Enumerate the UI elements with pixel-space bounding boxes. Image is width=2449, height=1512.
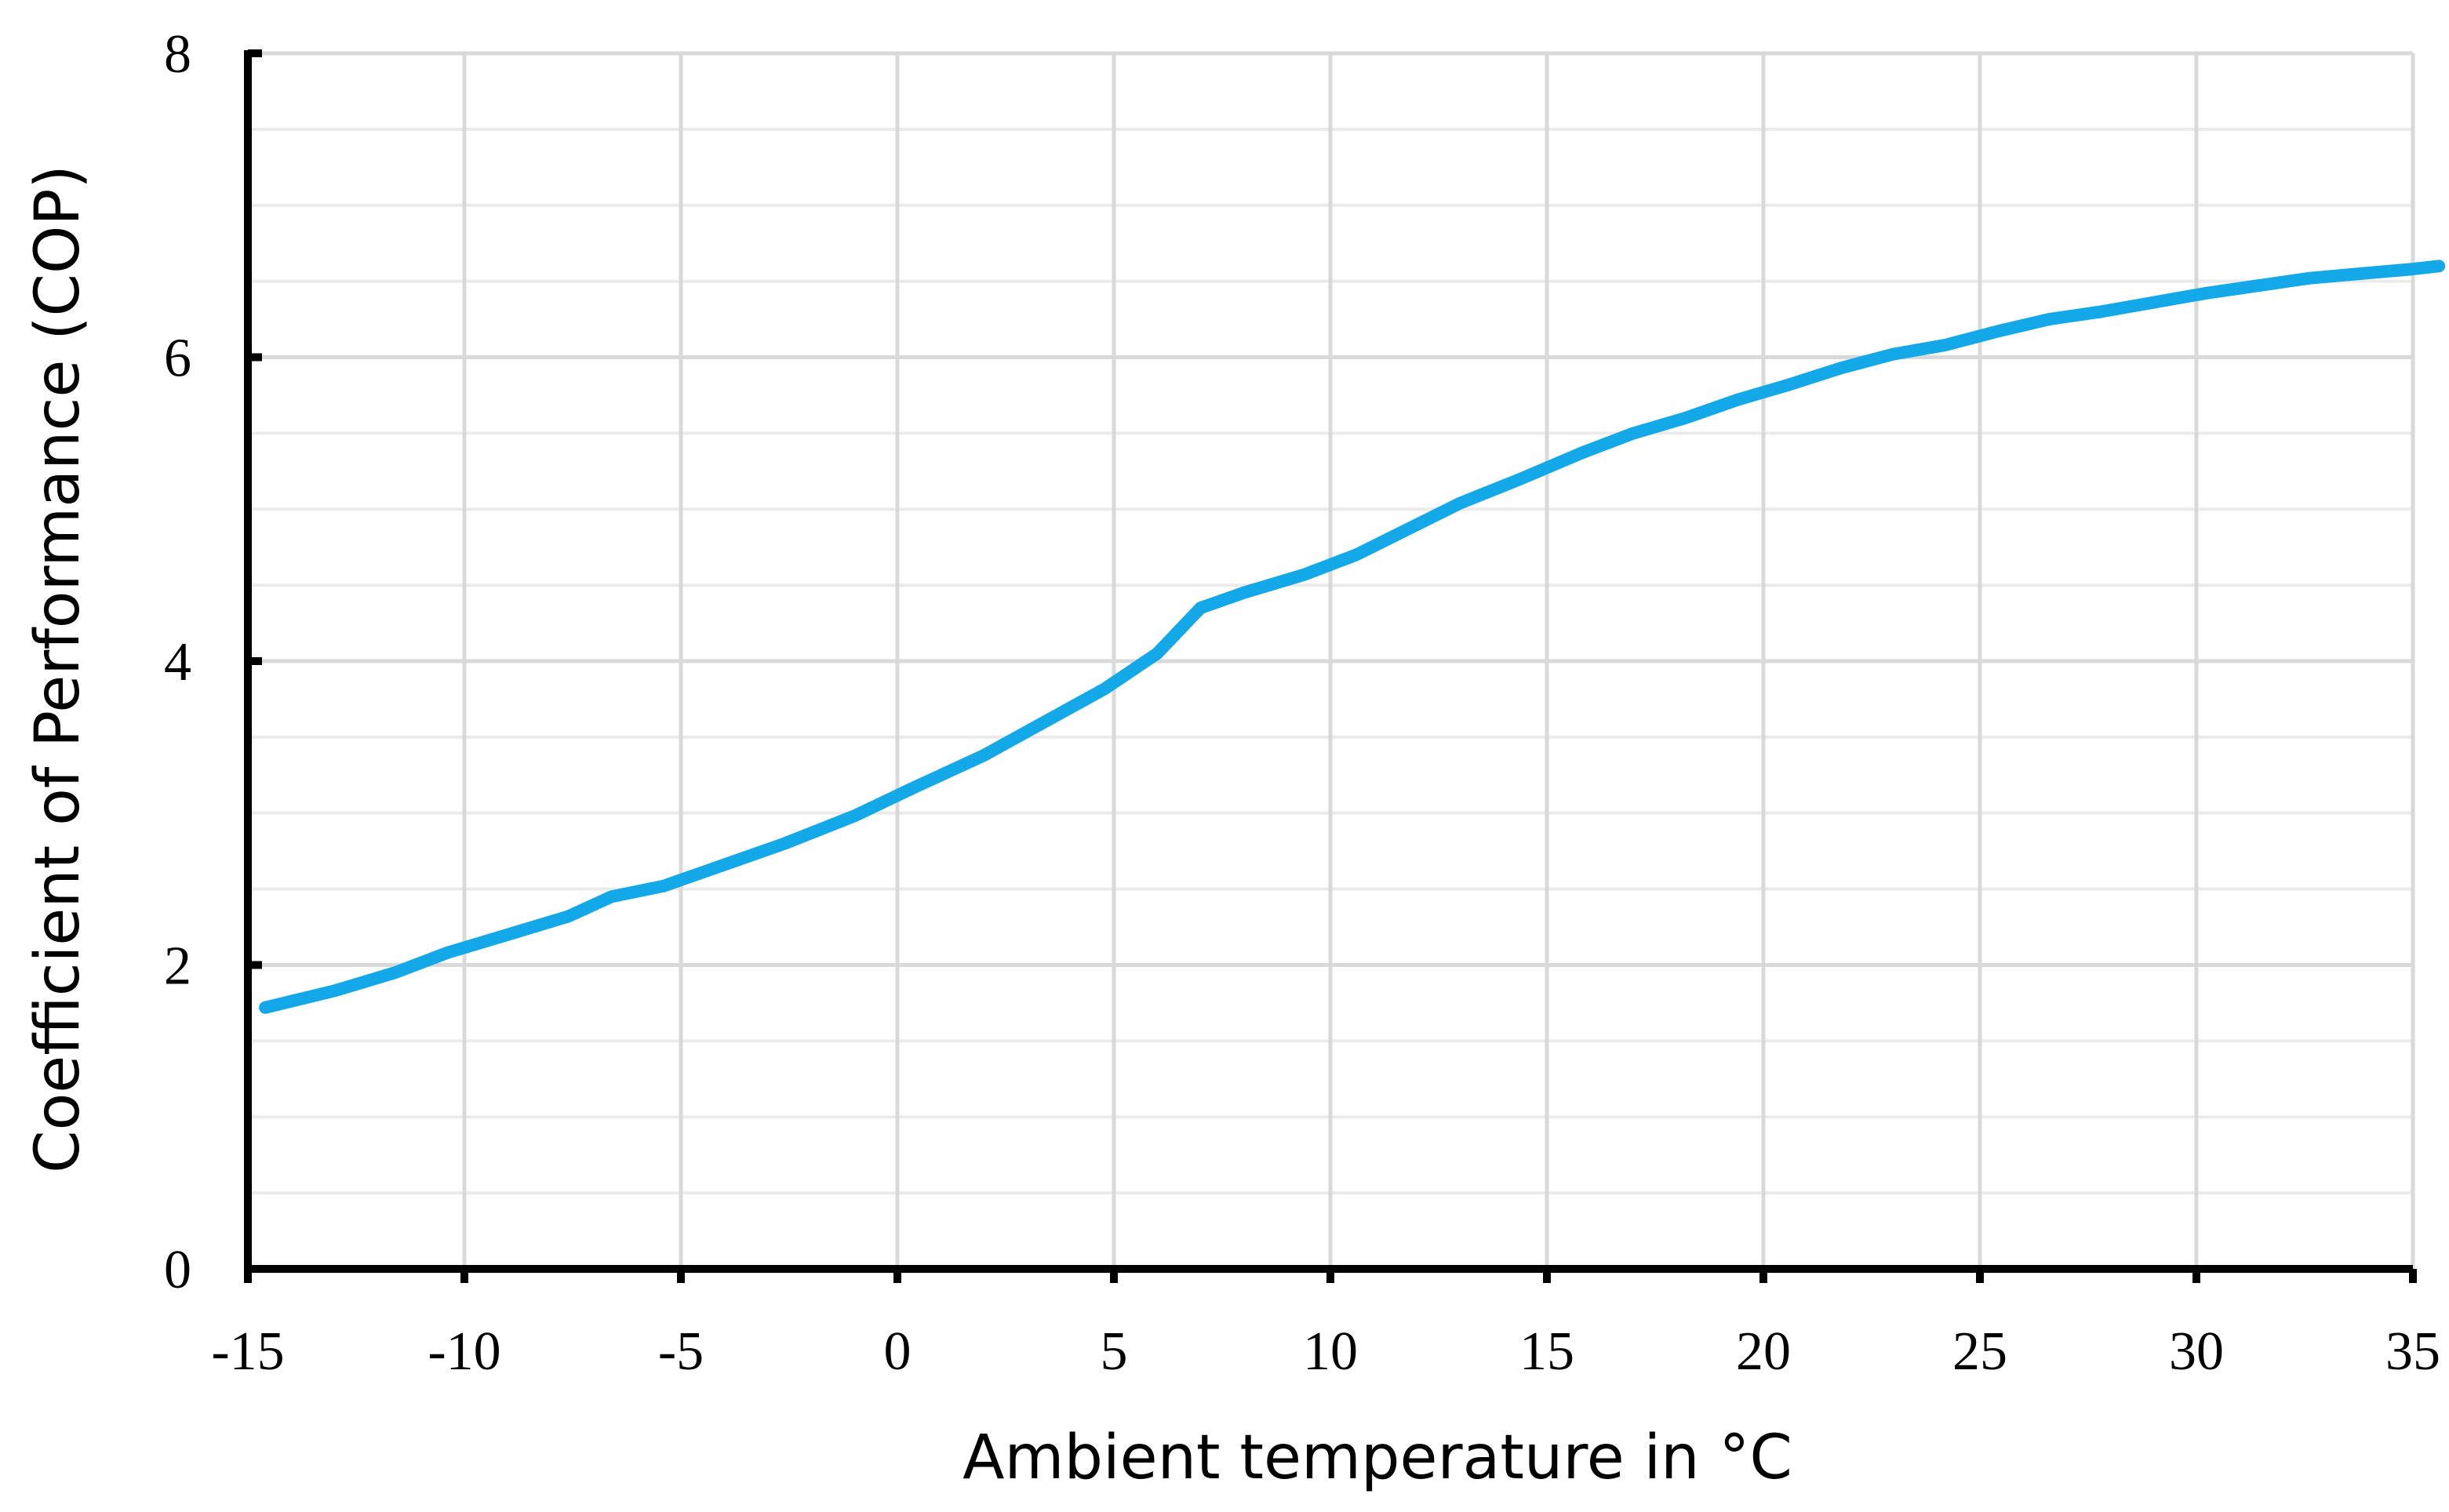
x-tick-label: 5 [1101, 1321, 1128, 1382]
y-tick-label: 8 [164, 24, 191, 85]
y-tick-label: 2 [164, 936, 191, 997]
x-tick-label: 15 [1519, 1321, 1574, 1382]
y-tick-label: 4 [164, 632, 191, 692]
x-tick-label: 25 [1952, 1321, 2007, 1382]
x-tick-label: 10 [1303, 1321, 1358, 1382]
x-tick-label: 30 [2169, 1321, 2224, 1382]
x-tick-label: 35 [2385, 1321, 2440, 1382]
x-tick-label: -15 [211, 1321, 284, 1382]
series-layer [259, 260, 2446, 1014]
x-tick-label: 20 [1736, 1321, 1791, 1382]
y-axis-title: Coefficient of Performance (COP) [23, 165, 93, 1173]
y-tick-label: 6 [164, 329, 191, 389]
x-tick-label: 0 [884, 1321, 912, 1382]
x-tick-label: -10 [428, 1321, 500, 1382]
y-tick-label: 0 [164, 1240, 191, 1300]
gridlines [248, 51, 2415, 1269]
y-tick-labels: 0 2 4 6 8 [164, 24, 191, 1300]
tick-marks [244, 49, 2417, 1283]
cop-series-line [259, 260, 2446, 1014]
x-tick-label: -5 [658, 1321, 704, 1382]
x-tick-labels: -15 -10 -5 0 5 10 15 20 25 30 35 [211, 1321, 2440, 1382]
x-axis-title: Ambient temperature in °C [962, 1423, 1792, 1493]
